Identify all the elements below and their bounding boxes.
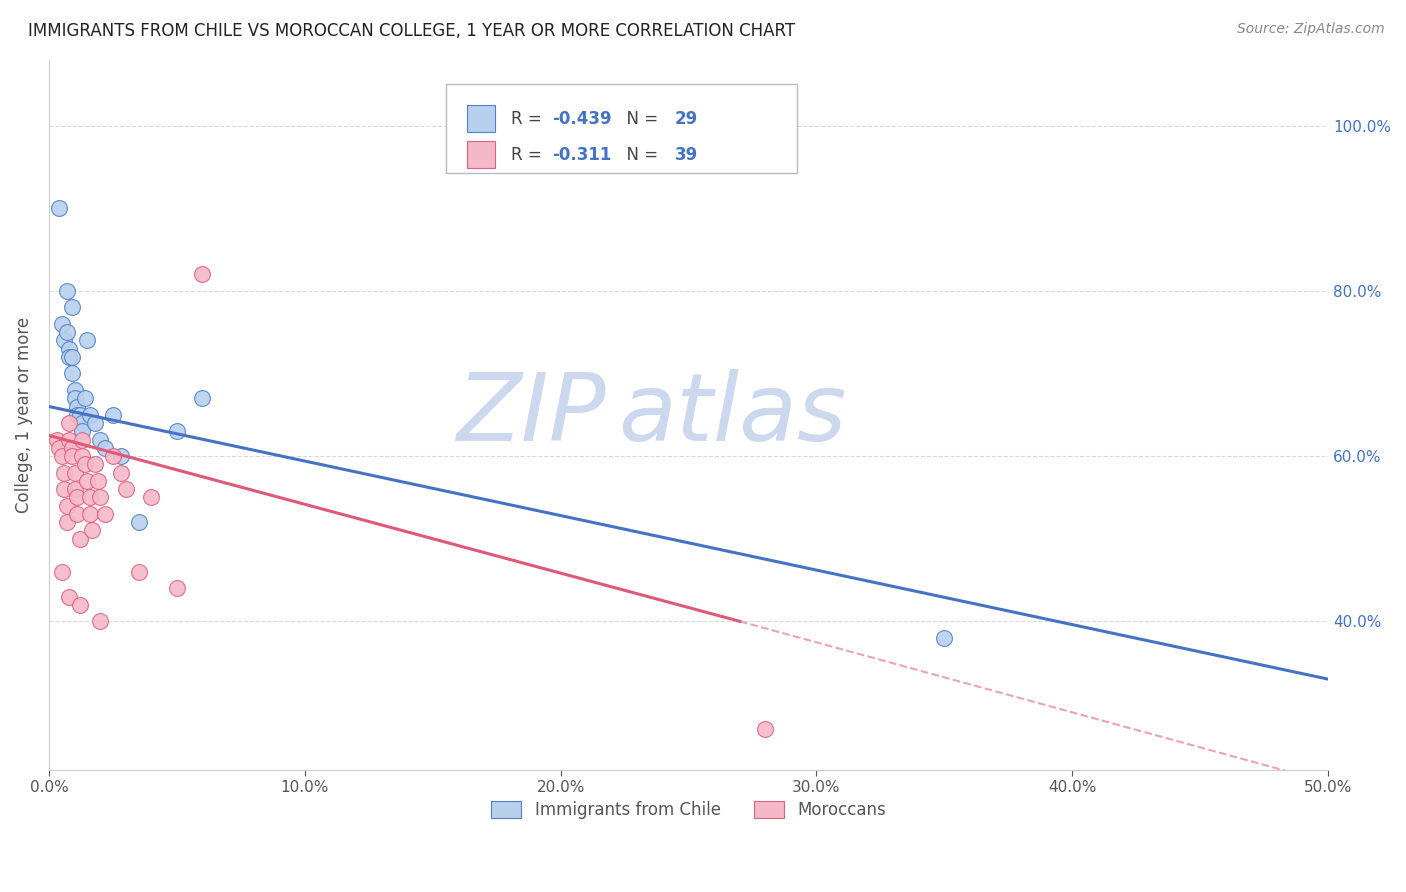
Point <box>114 482 136 496</box>
Text: atlas: atlas <box>619 369 846 460</box>
Text: ZIP: ZIP <box>456 369 606 460</box>
Text: N =: N = <box>616 146 664 164</box>
Point <box>89 491 111 505</box>
Point <box>69 532 91 546</box>
Point <box>56 284 79 298</box>
Point <box>58 416 80 430</box>
Point <box>56 515 79 529</box>
Point <box>66 400 89 414</box>
Point <box>58 433 80 447</box>
Point <box>89 615 111 629</box>
Point <box>48 202 70 216</box>
Point <box>166 425 188 439</box>
Point <box>60 367 83 381</box>
FancyBboxPatch shape <box>446 85 797 173</box>
Point <box>51 449 73 463</box>
Point <box>51 317 73 331</box>
Point <box>58 342 80 356</box>
Point <box>48 441 70 455</box>
Point <box>191 268 214 282</box>
Point <box>754 722 776 736</box>
Point <box>66 507 89 521</box>
Point <box>934 631 956 645</box>
Point <box>128 515 150 529</box>
Point <box>56 325 79 339</box>
Point <box>70 433 93 447</box>
Point <box>66 491 89 505</box>
Point <box>110 466 132 480</box>
Text: Source: ZipAtlas.com: Source: ZipAtlas.com <box>1237 22 1385 37</box>
Text: 39: 39 <box>675 146 697 164</box>
Point <box>69 598 91 612</box>
Point <box>60 350 83 364</box>
FancyBboxPatch shape <box>467 141 495 168</box>
Y-axis label: College, 1 year or more: College, 1 year or more <box>15 317 32 513</box>
Point <box>58 590 80 604</box>
Point <box>58 350 80 364</box>
Point <box>63 482 86 496</box>
Point <box>60 441 83 455</box>
Text: R =: R = <box>510 146 553 164</box>
Legend: Immigrants from Chile, Moroccans: Immigrants from Chile, Moroccans <box>485 794 893 826</box>
Text: IMMIGRANTS FROM CHILE VS MOROCCAN COLLEGE, 1 YEAR OR MORE CORRELATION CHART: IMMIGRANTS FROM CHILE VS MOROCCAN COLLEG… <box>28 22 796 40</box>
Text: 29: 29 <box>675 110 697 128</box>
Point <box>89 433 111 447</box>
Point <box>84 458 107 472</box>
FancyBboxPatch shape <box>467 105 495 132</box>
Point <box>73 458 96 472</box>
Text: R =: R = <box>510 110 547 128</box>
Point <box>101 449 124 463</box>
Point <box>70 425 93 439</box>
Point <box>101 408 124 422</box>
Point <box>84 416 107 430</box>
Point <box>128 565 150 579</box>
Point <box>79 491 101 505</box>
Point <box>82 524 104 538</box>
Point <box>70 416 93 430</box>
Point <box>94 441 117 455</box>
Point <box>63 391 86 405</box>
Point <box>70 449 93 463</box>
Point <box>63 383 86 397</box>
Point <box>60 449 83 463</box>
Point <box>56 499 79 513</box>
Point <box>53 466 76 480</box>
Point <box>51 565 73 579</box>
Point <box>166 581 188 595</box>
Point <box>53 334 76 348</box>
Point <box>66 408 89 422</box>
Point <box>76 334 98 348</box>
Text: -0.439: -0.439 <box>551 110 612 128</box>
Point <box>141 491 163 505</box>
Point <box>73 391 96 405</box>
Point <box>63 466 86 480</box>
Text: -0.311: -0.311 <box>551 146 612 164</box>
Point <box>53 482 76 496</box>
Point <box>76 474 98 488</box>
Point <box>94 507 117 521</box>
Point <box>79 507 101 521</box>
Point <box>110 449 132 463</box>
Point <box>79 408 101 422</box>
Point <box>86 474 108 488</box>
Point <box>45 433 67 447</box>
Point <box>60 301 83 315</box>
Text: N =: N = <box>616 110 664 128</box>
Point <box>69 408 91 422</box>
Point <box>191 391 214 405</box>
